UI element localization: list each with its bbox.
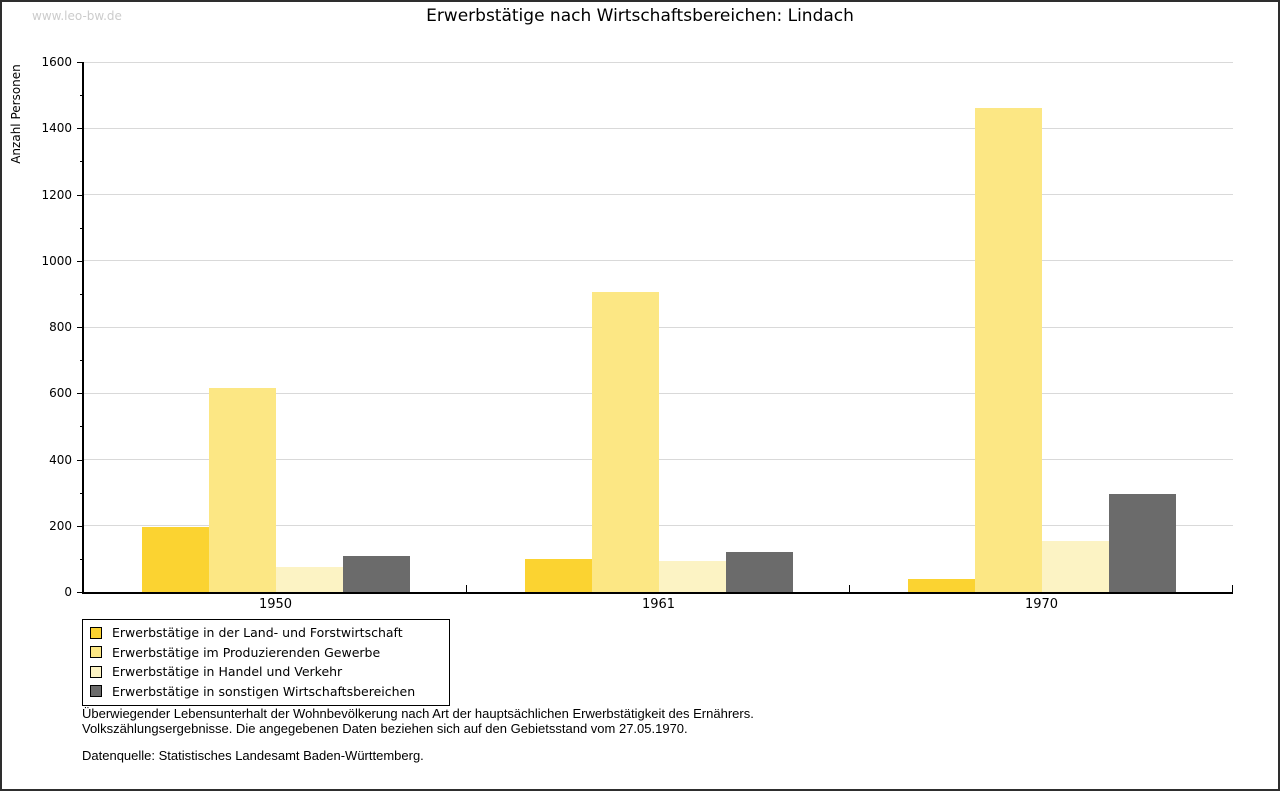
legend-item: Erwerbstätige in Handel und Verkehr: [90, 662, 441, 682]
bar: [1108, 494, 1176, 592]
bar: [208, 388, 276, 592]
legend-item: Erwerbstätige in der Land- und Forstwirt…: [90, 623, 441, 643]
bar: [524, 558, 592, 592]
y-major-tick: [77, 592, 84, 593]
bar: [907, 578, 975, 592]
legend-label: Erwerbstätige in sonstigen Wirtschaftsbe…: [112, 683, 416, 699]
y-tick-label: 1600: [41, 55, 72, 69]
footnote-line1: Überwiegender Lebensunterhalt der Wohnbe…: [82, 706, 754, 721]
legend-swatch: [90, 665, 102, 678]
bar: [1041, 540, 1109, 592]
y-tick-label: 1400: [41, 121, 72, 136]
legend-label: Erwerbstätige in der Land- und Forstwirt…: [112, 625, 403, 641]
gridline: [84, 194, 1233, 195]
x-boundary-tick: [849, 585, 850, 592]
y-major-tick: [77, 62, 84, 63]
bar: [342, 555, 410, 592]
x-axis-line: [82, 592, 1233, 594]
gridline: [84, 326, 1233, 328]
y-tick-label: 800: [49, 320, 72, 334]
y-axis-line: [82, 62, 84, 594]
legend-swatch: [90, 646, 102, 659]
legend-item: Erwerbstätige in sonstigen Wirtschaftsbe…: [90, 682, 441, 702]
x-boundary-tick: [466, 585, 467, 592]
bar: [725, 552, 793, 592]
gridline: [84, 459, 1233, 460]
footnote-source: Datenquelle: Statistisches Landesamt Bad…: [82, 748, 424, 763]
x-category-label: 1970: [1024, 597, 1059, 612]
y-major-tick: [77, 459, 84, 461]
y-tick-label: 0: [64, 585, 72, 599]
y-tick-label: 1200: [41, 187, 72, 202]
gridline: [84, 260, 1233, 262]
legend-label: Erwerbstätige in Handel und Verkehr: [112, 664, 343, 680]
gridline: [84, 525, 1233, 527]
x-category-label: 1961: [641, 597, 676, 612]
chart-title: Erwerbstätige nach Wirtschaftsbereichen:…: [426, 6, 854, 26]
legend-swatch: [90, 685, 102, 698]
bar: [275, 567, 343, 592]
y-major-tick: [77, 525, 84, 527]
gridline: [84, 127, 1233, 129]
bar: [141, 527, 209, 592]
legend-label: Erwerbstätige im Produzierenden Gewerbe: [112, 644, 381, 660]
x-category-label: 1950: [258, 597, 293, 612]
y-tick-label: 200: [49, 518, 72, 533]
y-tick-label: 1000: [41, 253, 72, 268]
legend-item: Erwerbstätige im Produzierenden Gewerbe: [90, 643, 441, 663]
legend-swatch: [90, 626, 102, 639]
bar: [591, 292, 659, 592]
bar: [974, 108, 1042, 592]
legend: Erwerbstätige in der Land- und Forstwirt…: [82, 619, 450, 706]
gridline: [84, 61, 1233, 63]
y-major-tick: [77, 194, 84, 196]
watermark: www.leo-bw.de: [32, 9, 122, 23]
y-major-tick: [77, 260, 84, 262]
bar: [658, 560, 726, 592]
y-major-tick: [77, 128, 84, 130]
footnote-line2: Volkszählungsergebnisse. Die angegebenen…: [82, 721, 688, 736]
y-tick-label: 600: [49, 386, 72, 401]
y-tick-label: 400: [49, 452, 72, 467]
x-boundary-tick: [1232, 585, 1233, 592]
y-major-tick: [77, 327, 84, 328]
y-major-tick: [77, 393, 84, 395]
gridline: [84, 392, 1233, 394]
